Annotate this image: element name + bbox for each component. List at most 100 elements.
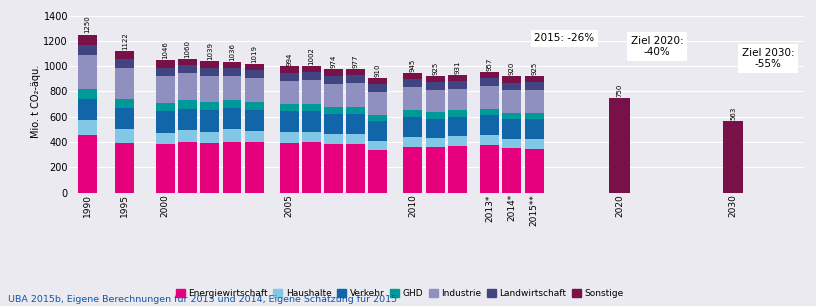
Bar — [178, 109, 197, 130]
Bar — [426, 112, 445, 119]
Bar — [156, 111, 175, 132]
Bar — [245, 102, 264, 110]
Bar — [448, 117, 467, 136]
Bar — [346, 75, 366, 83]
Bar — [448, 75, 467, 81]
Bar — [525, 76, 543, 82]
Text: 1060: 1060 — [184, 39, 191, 58]
Bar — [302, 132, 321, 142]
Text: Ziel 2030:
-55%: Ziel 2030: -55% — [742, 48, 795, 69]
Bar — [178, 58, 197, 65]
Text: 1019: 1019 — [251, 45, 257, 63]
Text: 977: 977 — [353, 54, 359, 68]
Bar — [448, 81, 467, 89]
Bar — [280, 73, 299, 81]
Bar — [503, 83, 521, 91]
Text: 931: 931 — [455, 60, 460, 74]
Text: 2015: -26%: 2015: -26% — [534, 33, 594, 43]
Bar — [369, 77, 388, 84]
Bar — [115, 51, 135, 59]
Bar — [324, 84, 343, 107]
Bar — [223, 100, 242, 108]
Text: 1036: 1036 — [229, 43, 235, 61]
Bar — [480, 72, 499, 78]
Bar — [324, 144, 343, 193]
Bar — [480, 86, 499, 109]
Bar — [302, 72, 321, 80]
Bar — [156, 76, 175, 103]
Bar — [403, 80, 423, 87]
Bar — [302, 111, 321, 132]
Bar — [115, 68, 135, 99]
Bar — [448, 110, 467, 117]
Bar — [426, 138, 445, 147]
Bar — [426, 90, 445, 112]
Bar — [200, 76, 220, 102]
Bar — [245, 131, 264, 142]
Bar — [503, 76, 521, 83]
Text: 994: 994 — [286, 53, 292, 66]
Bar — [426, 76, 445, 82]
Bar — [480, 78, 499, 86]
Bar — [369, 141, 388, 150]
Bar — [78, 89, 96, 99]
Bar — [324, 69, 343, 76]
Bar — [280, 143, 299, 193]
Bar — [448, 89, 467, 110]
Bar — [156, 132, 175, 144]
Bar — [448, 146, 467, 193]
Bar — [223, 142, 242, 193]
Text: 945: 945 — [410, 59, 416, 72]
Bar — [78, 120, 96, 135]
Text: UBA 2015b, Eigene Berechnungen für 2013 und 2014, Eigene Schätzung für 2015: UBA 2015b, Eigene Berechnungen für 2013 … — [8, 296, 397, 304]
Bar — [156, 68, 175, 76]
Text: 1122: 1122 — [122, 32, 128, 50]
Bar — [480, 115, 499, 135]
Bar — [503, 148, 521, 193]
Bar — [525, 149, 543, 193]
Text: 974: 974 — [330, 55, 336, 69]
Bar — [324, 114, 343, 134]
Bar — [426, 147, 445, 193]
Bar — [302, 142, 321, 193]
Bar — [609, 98, 630, 193]
Bar — [280, 104, 299, 111]
Bar — [78, 55, 96, 89]
Bar — [245, 110, 264, 131]
Bar — [448, 136, 467, 146]
Bar — [78, 35, 96, 45]
Bar — [723, 121, 743, 193]
Bar — [503, 139, 521, 148]
Bar — [178, 73, 197, 100]
Text: 925: 925 — [531, 62, 537, 75]
Bar — [223, 129, 242, 142]
Bar — [346, 114, 366, 134]
Bar — [115, 59, 135, 68]
Bar — [426, 82, 445, 90]
Bar — [302, 104, 321, 111]
Bar — [403, 87, 423, 110]
Bar — [369, 92, 388, 115]
Bar — [178, 65, 197, 73]
Bar — [369, 121, 388, 141]
Bar — [480, 135, 499, 145]
Bar — [223, 62, 242, 68]
Bar — [525, 90, 543, 113]
Bar — [403, 117, 423, 137]
Bar — [346, 107, 366, 114]
Bar — [200, 144, 220, 193]
Bar — [280, 111, 299, 132]
Bar — [480, 145, 499, 193]
Bar — [346, 144, 366, 193]
Bar — [223, 76, 242, 100]
Bar — [245, 70, 264, 78]
Bar — [426, 119, 445, 138]
Bar — [245, 142, 264, 193]
Bar — [403, 110, 423, 117]
Bar — [178, 130, 197, 142]
Bar — [369, 84, 388, 92]
Bar — [403, 73, 423, 80]
Bar — [525, 113, 543, 119]
Bar — [156, 103, 175, 111]
Text: 1046: 1046 — [162, 41, 168, 59]
